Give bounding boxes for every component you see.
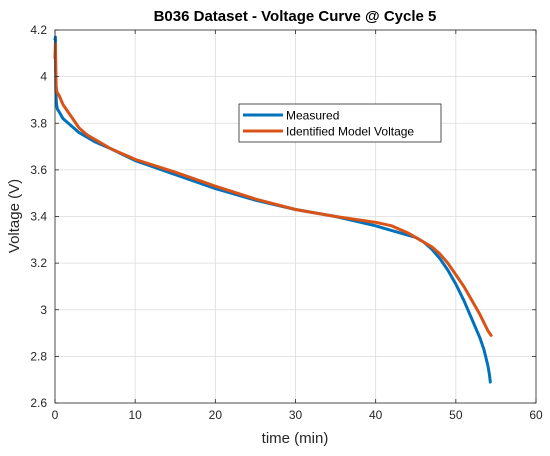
x-tick-label: 60	[529, 408, 543, 422]
x-tick-label: 10	[128, 408, 142, 422]
axis-ticks: 0 10 20 30 40 50 60 2.6 2.8 3 3.2 3.4 3.6 3.8 4 4.2	[30, 23, 543, 422]
x-tick-label: 50	[449, 408, 463, 422]
x-tick-label: 40	[369, 408, 383, 422]
y-tick-label: 4.2	[30, 23, 47, 37]
x-axis-label: time (min)	[262, 430, 329, 447]
y-tick-label: 4	[40, 70, 47, 84]
y-tick-label: 3.6	[30, 163, 47, 177]
y-tick-label: 3.2	[30, 256, 47, 270]
y-tick-label: 3	[40, 303, 47, 317]
legend-label-model: Identified Model Voltage	[286, 125, 414, 139]
legend: Measured Identified Model Voltage	[238, 103, 442, 143]
y-tick-label: 2.8	[30, 349, 47, 363]
chart-title: B036 Dataset - Voltage Curve @ Cycle 5	[154, 8, 437, 25]
x-tick-label: 0	[52, 408, 59, 422]
x-tick-label: 30	[289, 408, 303, 422]
series-model-line	[53, 42, 493, 337]
y-tick-label: 3.4	[30, 210, 47, 224]
y-tick-label: 2.6	[30, 396, 47, 410]
legend-box	[238, 103, 442, 143]
legend-label-measured: Measured	[286, 109, 339, 123]
series-layer	[53, 35, 493, 384]
x-tick-label: 20	[209, 408, 223, 422]
y-axis-label: Voltage (V)	[6, 179, 23, 253]
y-tick-label: 3.8	[30, 116, 47, 130]
